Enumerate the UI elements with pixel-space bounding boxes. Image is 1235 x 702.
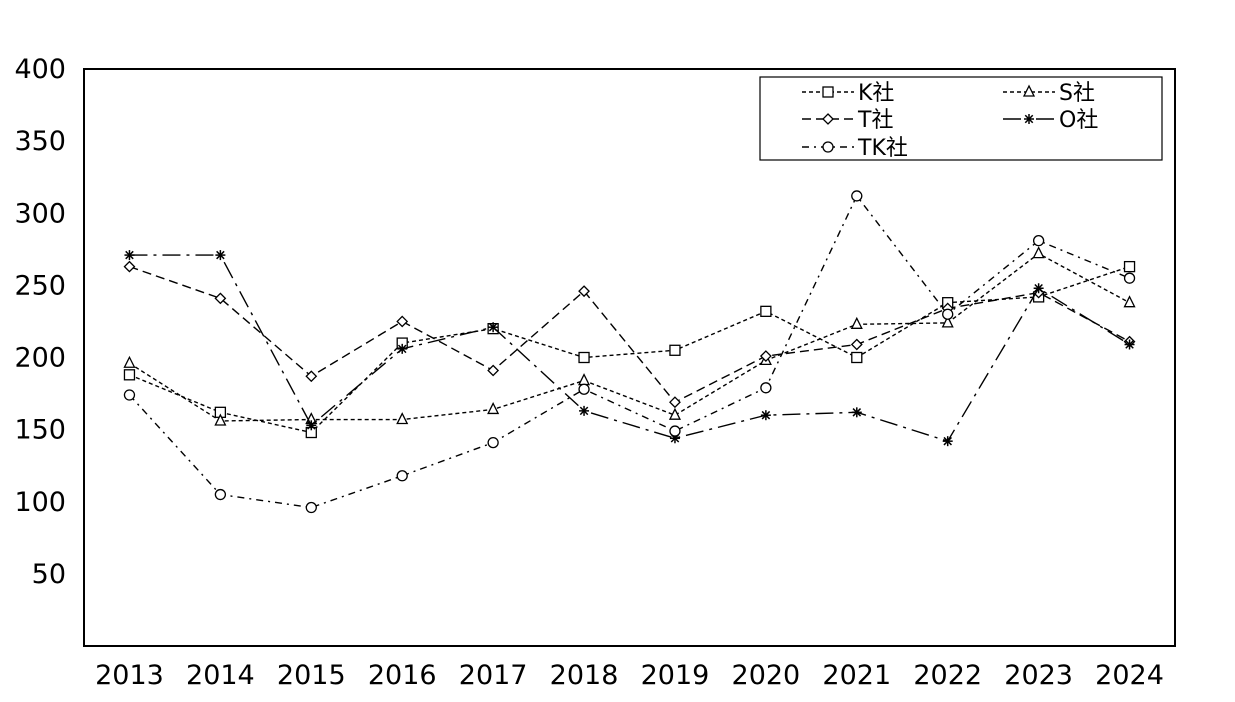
data-point: [669, 344, 681, 356]
y-tick-label: 250: [14, 270, 66, 301]
y-tick-label: 350: [14, 126, 66, 157]
series-line: [129, 254, 1130, 443]
data-point: [214, 292, 227, 305]
data-point: [942, 436, 953, 447]
legend-entry: T社: [802, 108, 893, 133]
x-tick-label: 2016: [368, 660, 437, 691]
x-tick-label: 2018: [550, 660, 619, 691]
data-point: [214, 413, 227, 426]
data-point: [397, 343, 408, 354]
data-point: [1123, 272, 1136, 284]
y-tick-label: 400: [14, 54, 66, 85]
data-point: [822, 113, 834, 125]
data-point: [669, 396, 681, 409]
data-point: [123, 369, 136, 381]
x-tick-label: 2023: [1004, 660, 1073, 691]
series-4: [124, 250, 1135, 447]
data-point: [760, 305, 772, 317]
data-point: [487, 364, 500, 377]
data-point: [941, 315, 954, 328]
data-point: [487, 436, 499, 449]
data-point: [578, 383, 590, 395]
legend-label: S社: [1059, 81, 1095, 106]
x-axis: 2013 2014 2015 2016 2017 2018 2019 2020 2021 2022…: [95, 660, 1164, 691]
data-point: [123, 355, 136, 368]
data-point: [1032, 235, 1045, 247]
data-point: [668, 407, 682, 420]
plot-area: [83, 68, 1176, 647]
series-line: [128, 194, 1130, 509]
data-point: [487, 401, 500, 415]
x-tick-label: 2019: [641, 660, 710, 691]
legend-entry: S社: [1003, 81, 1095, 106]
data-point: [305, 501, 317, 514]
data-point: [578, 285, 590, 298]
x-tick-label: 2014: [186, 660, 255, 691]
data-point: [1123, 260, 1136, 273]
data-point: [851, 407, 862, 418]
data-point: [1033, 283, 1044, 294]
data-point: [760, 382, 772, 394]
series-5: [123, 190, 1136, 514]
data-point: [850, 316, 863, 329]
legend-label: K社: [858, 81, 894, 106]
data-point: [215, 250, 226, 261]
x-tick-label: 2013: [95, 660, 164, 691]
data-point: [759, 350, 772, 362]
data-point: [579, 405, 590, 416]
series-line: [129, 265, 1130, 404]
y-tick-label: 50: [32, 559, 66, 590]
data-point: [578, 351, 590, 364]
data-point: [396, 470, 408, 482]
x-tick-label: 2021: [822, 660, 891, 691]
x-tick-label: 2015: [277, 660, 346, 691]
data-point: [1123, 295, 1136, 308]
data-point: [850, 338, 863, 351]
legend-label: TK社: [857, 136, 908, 161]
data-point: [851, 351, 863, 364]
data-point: [822, 86, 834, 98]
x-tick-label: 2024: [1095, 660, 1164, 691]
legend-entry: TK社: [802, 136, 908, 161]
series-layer: [123, 190, 1136, 514]
x-tick-label: 2020: [732, 660, 801, 691]
legend-entry: K社: [802, 81, 894, 106]
data-point: [851, 190, 863, 202]
data-point: [306, 420, 317, 431]
y-axis: 50 100 150 200 250 300 350 400: [14, 54, 66, 590]
data-point: [214, 488, 227, 501]
data-point: [123, 389, 136, 401]
y-tick-label: 200: [14, 343, 66, 374]
legend-entry: O社: [1003, 108, 1098, 133]
data-point: [1022, 84, 1036, 97]
data-point: [822, 141, 834, 153]
data-point: [1124, 339, 1135, 350]
series-line: [129, 252, 1130, 422]
data-point: [760, 410, 771, 421]
data-point: [123, 260, 136, 273]
y-tick-label: 300: [14, 198, 66, 229]
data-point: [488, 322, 499, 333]
data-point: [305, 370, 318, 383]
legend-label: O社: [1059, 108, 1098, 133]
data-point: [396, 315, 409, 328]
series-3: [123, 260, 1136, 409]
x-tick-label: 2017: [459, 660, 528, 691]
data-point: [1032, 246, 1045, 259]
data-point: [942, 308, 954, 320]
data-point: [669, 425, 681, 437]
data-point: [396, 412, 409, 425]
y-tick-label: 150: [14, 415, 66, 446]
data-point: [124, 250, 135, 261]
legend-label: T社: [857, 108, 893, 133]
y-tick-label: 100: [14, 487, 66, 518]
legend: K社 S社 T社 O社 TK社: [759, 76, 1163, 161]
x-tick-label: 2022: [913, 660, 982, 691]
data-point: [1024, 114, 1034, 124]
